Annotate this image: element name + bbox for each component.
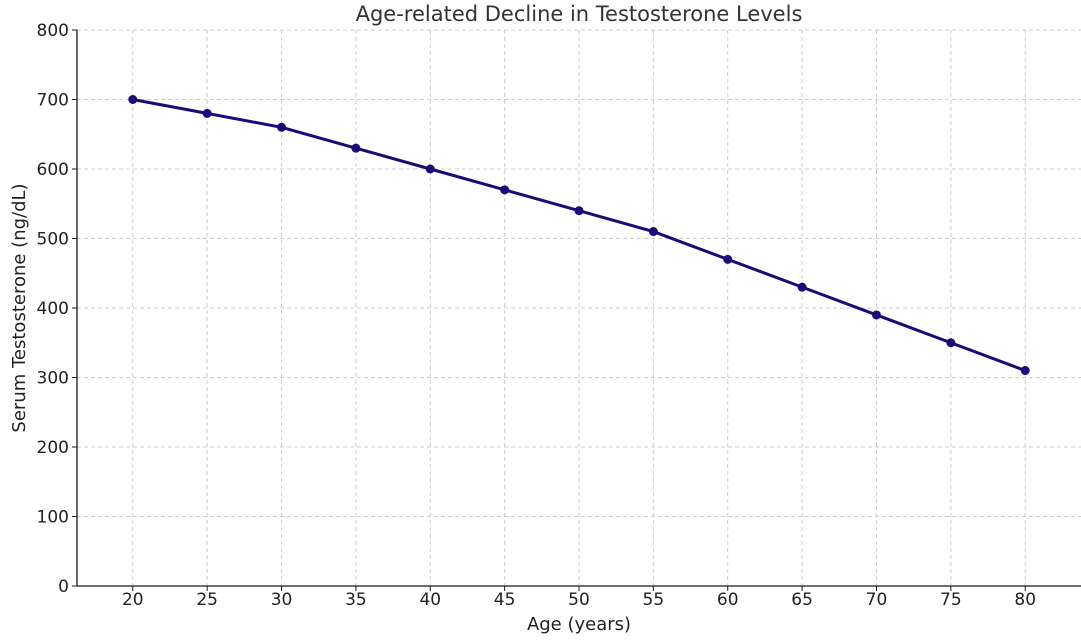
y-tick-label: 200 [37,438,69,458]
x-tick-label: 50 [568,590,590,610]
data-point [574,206,584,216]
y-tick-label: 800 [37,21,69,41]
grid [77,29,1081,586]
x-tick-label: 45 [494,590,516,610]
data-point [797,282,807,292]
x-tick-label: 25 [196,590,218,610]
chart-title: Age-related Decline in Testosterone Leve… [356,2,803,26]
data-point [871,310,881,320]
data-point [277,122,287,132]
x-tick-label: 60 [717,590,739,610]
y-ticks: 0 100 200 300 400 500 600 700 800 [37,21,77,597]
y-tick-label: 400 [37,299,69,319]
data-point [946,338,956,348]
data-point [1020,366,1030,376]
data-point [425,164,435,174]
data-point [648,227,658,237]
x-ticks: 20 25 30 35 40 45 50 55 60 65 70 75 80 [122,586,1036,610]
x-tick-label: 40 [419,590,441,610]
x-tick-label: 30 [271,590,293,610]
x-tick-label: 70 [866,590,888,610]
x-tick-label: 20 [122,590,144,610]
y-tick-label: 600 [37,160,69,180]
data-point [500,185,510,195]
data-point [723,254,733,264]
y-axis-title: Serum Testosterone (ng/dL) [9,183,30,432]
data-point [202,108,212,118]
series-group [128,95,1030,376]
x-tick-label: 35 [345,590,367,610]
y-tick-label: 700 [37,91,69,111]
y-tick-label: 100 [37,508,69,528]
x-tick-label: 80 [1014,590,1036,610]
y-tick-label: 0 [58,577,69,597]
y-tick-label: 300 [37,369,69,389]
x-axis-title: Age (years) [527,614,631,635]
x-tick-label: 75 [940,590,962,610]
x-tick-label: 65 [791,590,813,610]
data-point [351,143,361,153]
data-point [128,95,138,104]
y-tick-label: 500 [37,230,69,250]
x-tick-label: 55 [643,590,665,610]
